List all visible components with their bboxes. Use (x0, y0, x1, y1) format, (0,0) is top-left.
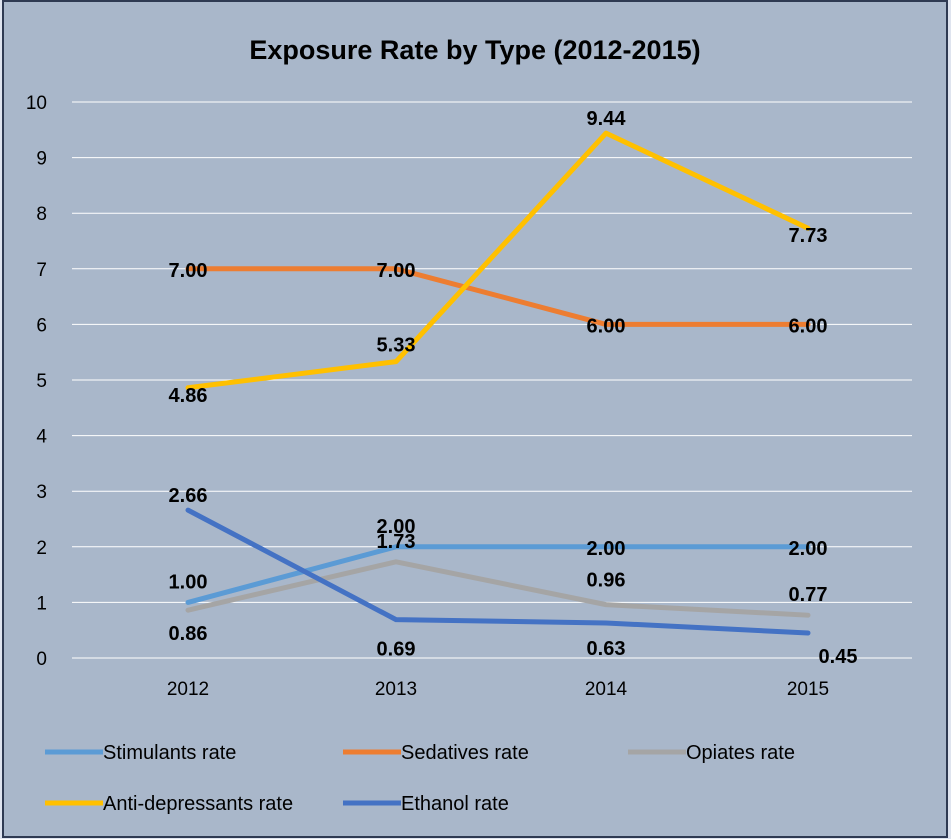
series-lines (185, 130, 811, 636)
y-tick-label: 5 (36, 371, 47, 392)
y-tick-label: 4 (36, 427, 47, 448)
y-tick-label: 1 (36, 593, 47, 614)
data-label: 6.00 (789, 315, 828, 337)
series-line (185, 544, 811, 605)
data-label: 0.96 (587, 570, 626, 592)
series-line (185, 266, 811, 327)
x-axis: 2012 2013 2014 2015 (167, 679, 829, 700)
legend-label: Anti-depressants rate (103, 793, 293, 815)
series-line (185, 507, 811, 636)
legend-label: Stimulants rate (103, 742, 236, 764)
legend-item: Sedatives rate (343, 742, 529, 764)
y-tick-label: 0 (36, 649, 47, 670)
y-tick-label: 10 (26, 93, 47, 114)
legend: Stimulants rate Sedatives rate Opiates rat… (45, 742, 795, 815)
x-tick-label: 2015 (787, 679, 829, 700)
data-label: 2.00 (587, 538, 626, 560)
data-label: 7.00 (377, 260, 416, 282)
data-label: 0.45 (819, 646, 858, 668)
series-line (185, 559, 811, 618)
data-label: 2.00 (377, 516, 416, 538)
legend-item: Stimulants rate (45, 742, 236, 764)
x-tick-label: 2014 (585, 679, 628, 700)
data-labels: 1.00 2.00 2.00 2.00 7.00 7.00 6.00 6.00 0.86 1.73… (169, 108, 858, 668)
data-label: 0.77 (789, 584, 828, 606)
legend-label: Ethanol rate (401, 793, 509, 815)
legend-label: Sedatives rate (401, 742, 529, 764)
x-tick-label: 2013 (375, 679, 417, 700)
legend-item: Opiates rate (628, 742, 795, 764)
data-label: 0.86 (169, 623, 208, 645)
y-tick-label: 9 (36, 149, 47, 170)
data-label: 0.63 (587, 638, 626, 660)
data-label: 1.00 (169, 571, 208, 593)
data-label: 2.00 (789, 538, 828, 560)
y-axis: 0 1 2 3 4 5 6 7 8 9 10 (26, 93, 48, 670)
legend-item: Ethanol rate (343, 793, 509, 815)
y-tick-label: 6 (36, 315, 47, 336)
data-label: 2.66 (169, 485, 208, 507)
y-tick-label: 7 (36, 260, 47, 281)
legend-item: Anti-depressants rate (45, 793, 293, 815)
data-label: 5.33 (377, 335, 416, 357)
data-label: 4.86 (169, 385, 208, 407)
data-label: 9.44 (587, 108, 627, 130)
data-label: 1.73 (377, 531, 416, 553)
data-label: 7.00 (169, 260, 208, 282)
y-tick-label: 8 (36, 204, 47, 225)
data-label: 0.69 (377, 639, 416, 661)
data-label: 6.00 (587, 315, 626, 337)
x-tick-label: 2012 (167, 679, 209, 700)
legend-label: Opiates rate (686, 742, 795, 764)
y-tick-label: 3 (36, 482, 47, 503)
y-tick-label: 2 (36, 538, 47, 559)
chart-title: Exposure Rate by Type (2012-2015) (249, 35, 700, 65)
series-line (185, 130, 811, 391)
data-label: 7.73 (789, 225, 828, 247)
